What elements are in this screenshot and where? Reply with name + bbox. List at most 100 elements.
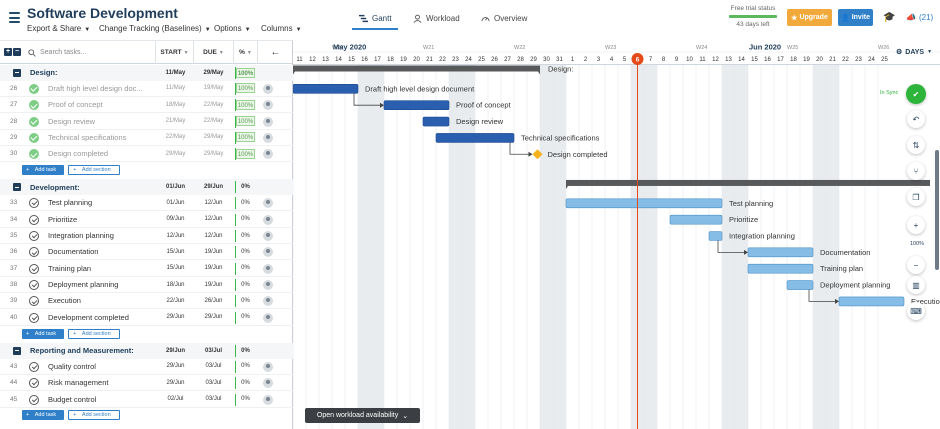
due-date[interactable]: 03/Jul bbox=[204, 347, 222, 354]
task-name[interactable]: Draft high level design doc... bbox=[48, 83, 143, 93]
critical-path-icon[interactable]: ⑂ bbox=[907, 162, 925, 180]
percent-complete[interactable]: 100% bbox=[236, 99, 255, 110]
percent-complete[interactable]: 0% bbox=[241, 184, 250, 190]
task-name[interactable]: Design completed bbox=[48, 149, 109, 159]
assignee-avatar[interactable] bbox=[263, 312, 273, 323]
start-date[interactable]: 01/Jun bbox=[165, 184, 185, 190]
task-row[interactable]: 45 Budget control 02/Jul 03/Jul 0% bbox=[0, 392, 293, 408]
assignee-avatar[interactable] bbox=[263, 394, 273, 405]
columns-menu[interactable]: Columns ▼ bbox=[261, 24, 302, 33]
section-row[interactable]: Development: 01/Jun 29/Jun 0% bbox=[0, 179, 293, 195]
task-bar[interactable] bbox=[747, 247, 814, 258]
notifications-button[interactable]: 📣 (21) bbox=[906, 13, 934, 22]
start-date[interactable]: 29/Jun bbox=[166, 314, 185, 321]
task-name[interactable]: Prioritize bbox=[48, 214, 78, 224]
copy-icon[interactable]: ❐ bbox=[907, 188, 925, 206]
start-date[interactable]: 22/May bbox=[165, 134, 186, 141]
add-task-button[interactable]: + Add task bbox=[22, 328, 65, 339]
percent-complete[interactable]: 0% bbox=[241, 265, 250, 272]
task-name[interactable]: Test planning bbox=[48, 198, 93, 208]
start-date[interactable]: 22/Jun bbox=[166, 297, 185, 304]
tab-workload[interactable]: Workload bbox=[413, 14, 460, 23]
task-name[interactable]: Budget control bbox=[48, 394, 97, 404]
task-bar[interactable] bbox=[565, 198, 723, 209]
collapse-section-icon[interactable] bbox=[13, 183, 21, 191]
assignee-avatar[interactable] bbox=[263, 214, 273, 225]
due-date[interactable]: 29/May bbox=[203, 150, 224, 157]
completed-check-icon[interactable] bbox=[29, 100, 39, 111]
task-row[interactable]: 40 Development completed 29/Jun 29/Jun 0… bbox=[0, 310, 293, 326]
vertical-scrollbar[interactable] bbox=[935, 150, 939, 270]
task-check-icon[interactable] bbox=[29, 231, 39, 241]
section-summary-bar[interactable] bbox=[566, 179, 930, 186]
task-name[interactable]: Quality control bbox=[48, 361, 96, 371]
start-date[interactable]: 15/Jun bbox=[166, 265, 185, 272]
task-check-icon[interactable] bbox=[29, 247, 39, 258]
task-check-icon[interactable] bbox=[29, 198, 39, 209]
task-row[interactable]: 43 Quality control 29/Jun 03/Jul 0% bbox=[0, 359, 293, 375]
task-bar[interactable] bbox=[747, 263, 814, 274]
percent-complete[interactable]: 0% bbox=[241, 216, 250, 223]
task-check-icon[interactable] bbox=[29, 214, 39, 225]
due-date[interactable]: 03/Jul bbox=[205, 379, 222, 386]
completed-task-bar[interactable] bbox=[435, 133, 515, 143]
collapse-section-icon[interactable] bbox=[13, 68, 21, 77]
milestone-diamond[interactable] bbox=[532, 149, 543, 160]
due-date[interactable]: 29/Jun bbox=[203, 184, 223, 190]
task-row[interactable]: 30 Design completed 29/May 29/May 100% bbox=[0, 146, 293, 163]
task-bar[interactable] bbox=[708, 231, 723, 241]
start-date[interactable]: 18/Jun bbox=[166, 281, 185, 288]
assignee-avatar[interactable] bbox=[263, 198, 273, 209]
percent-complete[interactable]: 0% bbox=[241, 396, 250, 402]
task-check-icon[interactable] bbox=[29, 280, 39, 291]
start-date[interactable]: 29/May bbox=[165, 150, 186, 157]
task-row[interactable]: 38 Deployment planning 18/Jun 19/Jun 0% bbox=[0, 277, 293, 294]
due-date[interactable]: 19/Jun bbox=[204, 265, 223, 272]
task-row[interactable]: 29 Technical specifications 22/May 29/Ma… bbox=[0, 130, 293, 146]
collapse-section-icon[interactable] bbox=[13, 346, 21, 355]
completed-check-icon[interactable] bbox=[29, 149, 39, 160]
undo-icon[interactable]: ↶ bbox=[907, 110, 925, 128]
tab-overview[interactable]: Overview bbox=[481, 14, 527, 23]
due-date[interactable]: 29/Jun bbox=[204, 314, 223, 321]
task-name[interactable]: Development completed bbox=[48, 312, 129, 322]
section-row[interactable]: Reporting and Measurement: 29/Jun 03/Jul… bbox=[0, 342, 293, 359]
task-row[interactable]: 36 Documentation 15/Jun 19/Jun 0% bbox=[0, 244, 293, 261]
assignee-avatar[interactable] bbox=[263, 100, 273, 111]
task-check-icon[interactable] bbox=[29, 296, 39, 307]
start-date[interactable]: 11/May bbox=[165, 85, 186, 92]
timescale-dropdown[interactable]: ⚙ DAYS ▼ bbox=[896, 48, 933, 57]
collapse-all-icon[interactable]: − bbox=[13, 48, 21, 56]
completed-task-bar[interactable] bbox=[383, 100, 450, 111]
percent-complete[interactable]: 0% bbox=[241, 281, 250, 288]
zoom-in-icon[interactable]: + bbox=[907, 216, 925, 234]
due-date[interactable]: 26/Jun bbox=[204, 297, 223, 304]
percent-complete[interactable]: 0% bbox=[241, 248, 250, 255]
percent-complete[interactable]: 100% bbox=[236, 83, 255, 94]
start-date[interactable]: 12/Jun bbox=[166, 232, 185, 239]
start-date[interactable]: 01/Jun bbox=[166, 199, 185, 206]
due-date[interactable]: 12/Jun bbox=[204, 232, 223, 239]
assignee-avatar[interactable] bbox=[263, 361, 273, 372]
task-row[interactable]: 35 Integration planning 12/Jun 12/Jun 0% bbox=[0, 228, 293, 244]
due-date[interactable]: 19/May bbox=[203, 85, 224, 92]
percent-complete[interactable]: 100% bbox=[236, 116, 255, 127]
project-title[interactable]: Software Development bbox=[27, 5, 178, 21]
expand-collapse-controls[interactable]: + − bbox=[4, 48, 21, 56]
task-name[interactable]: Proof of concept bbox=[48, 100, 103, 110]
task-name[interactable]: Training plan bbox=[48, 263, 92, 273]
assignee-avatar[interactable] bbox=[263, 296, 273, 307]
due-date[interactable]: 22/May bbox=[203, 118, 224, 125]
start-date[interactable]: 09/Jun bbox=[166, 216, 185, 223]
due-date[interactable]: 19/Jun bbox=[204, 281, 223, 288]
add-section-button[interactable]: + Add section bbox=[68, 328, 120, 339]
task-name[interactable]: Technical specifications bbox=[48, 132, 127, 142]
task-bar[interactable] bbox=[838, 296, 905, 307]
start-date[interactable]: 29/Jun bbox=[166, 379, 185, 386]
due-date[interactable]: 29/May bbox=[203, 134, 224, 141]
start-date[interactable]: 21/May bbox=[165, 118, 186, 125]
assignee-avatar[interactable] bbox=[263, 116, 273, 127]
task-row[interactable]: 26 Draft high level design doc... 11/May… bbox=[0, 81, 293, 97]
completed-check-icon[interactable] bbox=[29, 132, 39, 143]
